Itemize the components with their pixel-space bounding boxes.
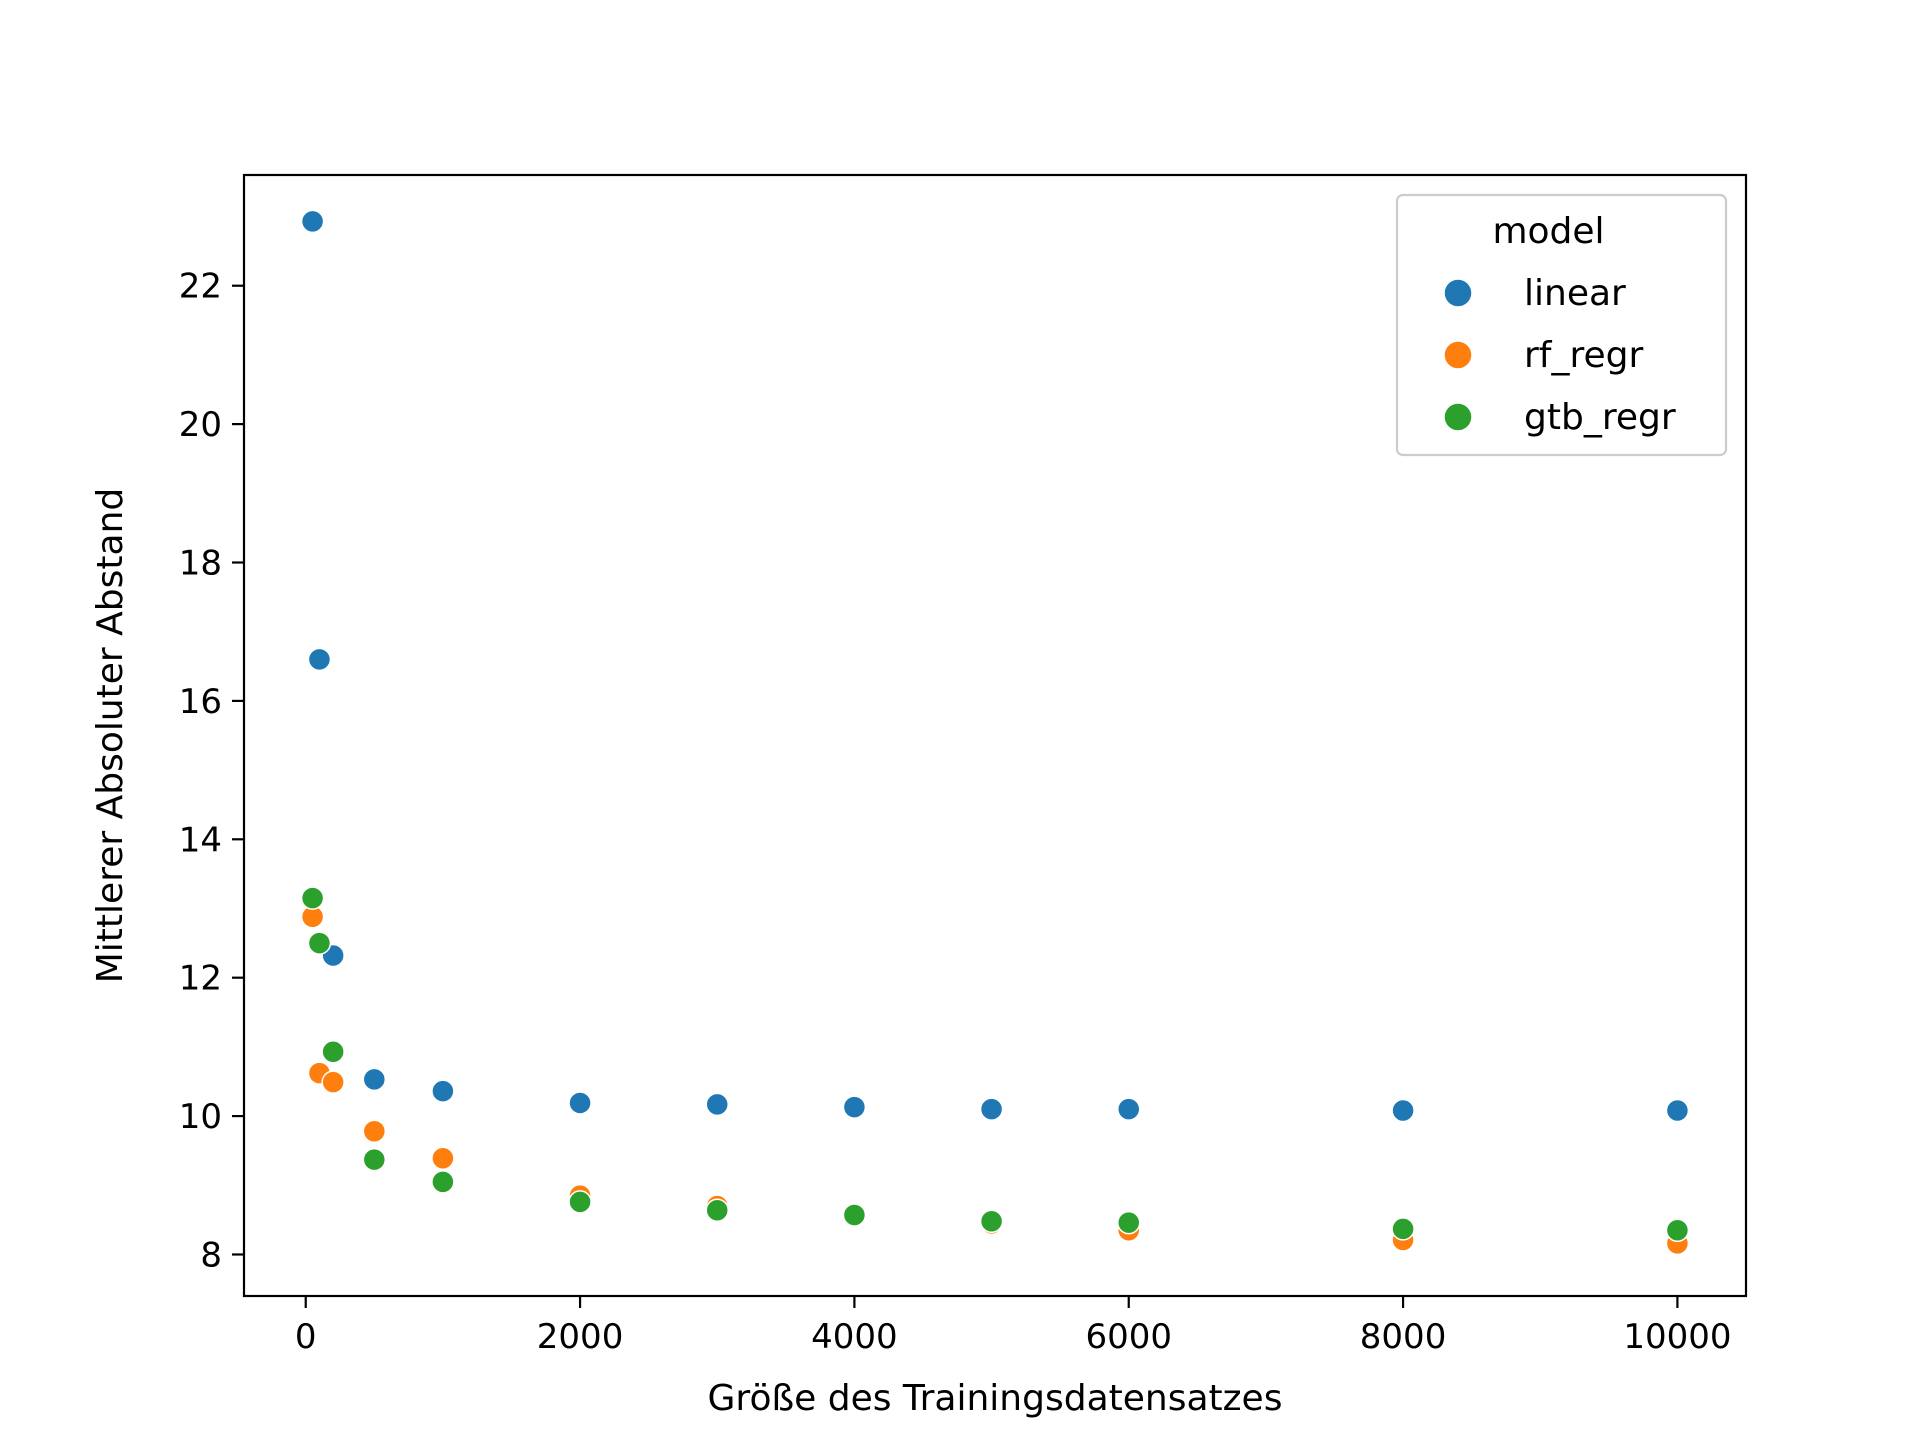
legend-box <box>1395 193 1728 457</box>
legend-label-rf_regr: rf_regr <box>1524 335 1643 376</box>
point-linear <box>307 647 332 672</box>
legend-marker-rf_regr <box>1443 340 1473 370</box>
point-gtb_regr <box>321 1039 345 1064</box>
legend-label-linear: linear <box>1524 273 1626 314</box>
data-points <box>300 209 1690 1256</box>
x-tick-label: 4000 <box>811 1317 898 1357</box>
point-gtb_regr <box>431 1170 455 1194</box>
point-gtb_regr <box>842 1203 867 1227</box>
y-tick-label: 12 <box>179 959 222 999</box>
point-gtb_regr <box>568 1190 592 1214</box>
point-linear <box>979 1097 1004 1121</box>
point-gtb_regr <box>705 1198 729 1222</box>
y-tick-label: 16 <box>179 682 222 722</box>
point-linear <box>431 1079 455 1103</box>
point-rf_regr <box>362 1119 387 1144</box>
x-axis-label: Größe des Trainingsdatensatzes <box>708 1378 1283 1419</box>
y-tick-label: 18 <box>179 544 222 584</box>
point-gtb_regr <box>1665 1218 1690 1243</box>
axes-frame <box>242 173 1748 1298</box>
point-gtb_regr <box>1391 1217 1415 1241</box>
x-tick-label: 6000 <box>1085 1317 1172 1357</box>
point-gtb_regr <box>979 1209 1004 1234</box>
y-tick-label: 10 <box>179 1097 222 1137</box>
y-tick-label: 8 <box>200 1235 222 1275</box>
legend-items: linear rf_regr gtb_regr <box>1443 273 1676 438</box>
point-linear <box>300 209 325 234</box>
y-axis-label: Mittlerer Absoluter Abstand <box>90 488 131 984</box>
point-linear <box>1665 1098 1690 1123</box>
legend-label-gtb_regr: gtb_regr <box>1524 397 1676 438</box>
point-linear <box>1116 1097 1141 1121</box>
legend: model linear rf_regr gtb_regr <box>1395 193 1728 457</box>
legend-marker-linear <box>1443 278 1473 308</box>
point-rf_regr <box>431 1146 455 1171</box>
legend-title: model <box>1492 211 1604 252</box>
x-tick-label: 10000 <box>1623 1317 1731 1357</box>
point-linear <box>568 1091 592 1115</box>
x-tick-label: 0 <box>295 1317 317 1357</box>
x-tick-label: 8000 <box>1360 1317 1447 1357</box>
y-tick-label: 22 <box>179 267 222 307</box>
point-gtb_regr <box>300 886 325 910</box>
point-linear <box>842 1095 867 1119</box>
x-tick-label: 2000 <box>537 1317 624 1357</box>
x-axis-ticks: 0 2000 4000 6000 8000 10000 <box>295 1296 1732 1357</box>
y-axis-ticks: 8 10 12 14 16 18 20 22 <box>179 267 244 1275</box>
point-linear <box>1391 1098 1415 1123</box>
point-linear <box>705 1092 729 1117</box>
point-gtb_regr <box>362 1147 387 1172</box>
legend-marker-gtb_regr <box>1443 402 1473 432</box>
point-gtb_regr <box>307 931 332 955</box>
point-gtb_regr <box>1116 1210 1141 1235</box>
y-tick-label: 14 <box>179 820 222 860</box>
point-rf_regr <box>321 1070 345 1094</box>
point-linear <box>362 1067 387 1092</box>
plot-area <box>242 173 1748 1298</box>
y-tick-label: 20 <box>179 405 222 445</box>
